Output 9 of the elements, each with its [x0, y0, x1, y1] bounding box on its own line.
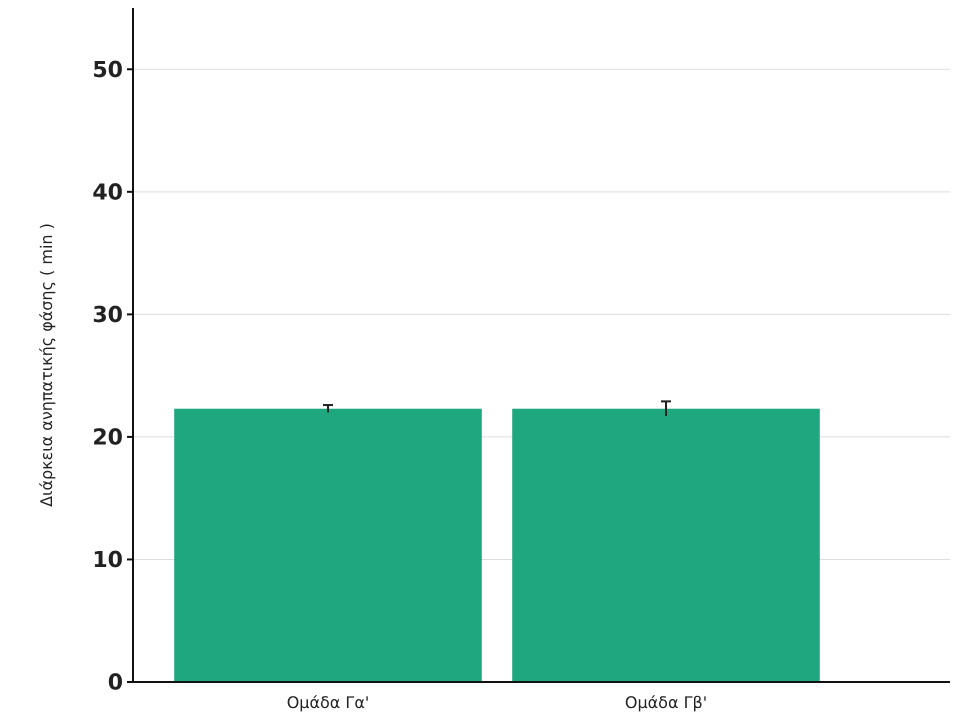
y-tick-label: 20: [92, 426, 123, 451]
y-tick-label: 30: [92, 303, 123, 328]
y-tick-label: 0: [108, 670, 123, 696]
x-tick-label: Ομάδα Γβ': [624, 693, 708, 712]
x-tick-label: Ομάδα Γα': [286, 693, 370, 712]
y-tick-label: 40: [92, 180, 123, 206]
y-tick-label: 10: [92, 548, 123, 574]
y-axis-title: Διάρκεια ανηπατικής φάσης ( min ): [37, 223, 56, 507]
y-tick-label: 50: [92, 58, 123, 83]
